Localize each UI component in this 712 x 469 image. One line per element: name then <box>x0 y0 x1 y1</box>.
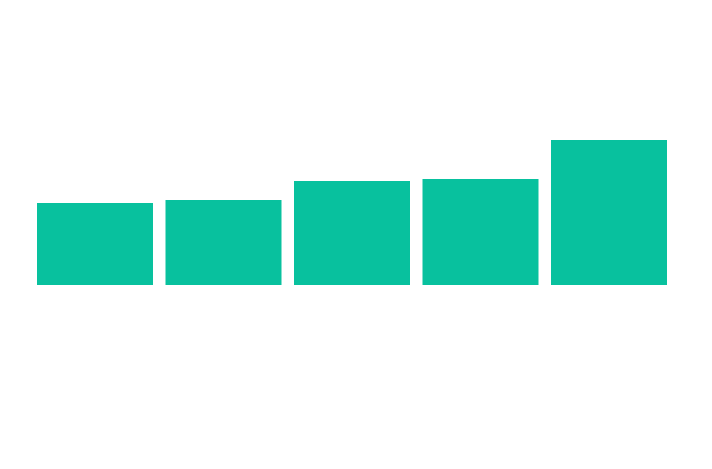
bar <box>37 203 153 285</box>
bar <box>422 179 539 285</box>
bar <box>551 140 667 285</box>
bar <box>165 200 282 285</box>
bar <box>294 181 410 285</box>
